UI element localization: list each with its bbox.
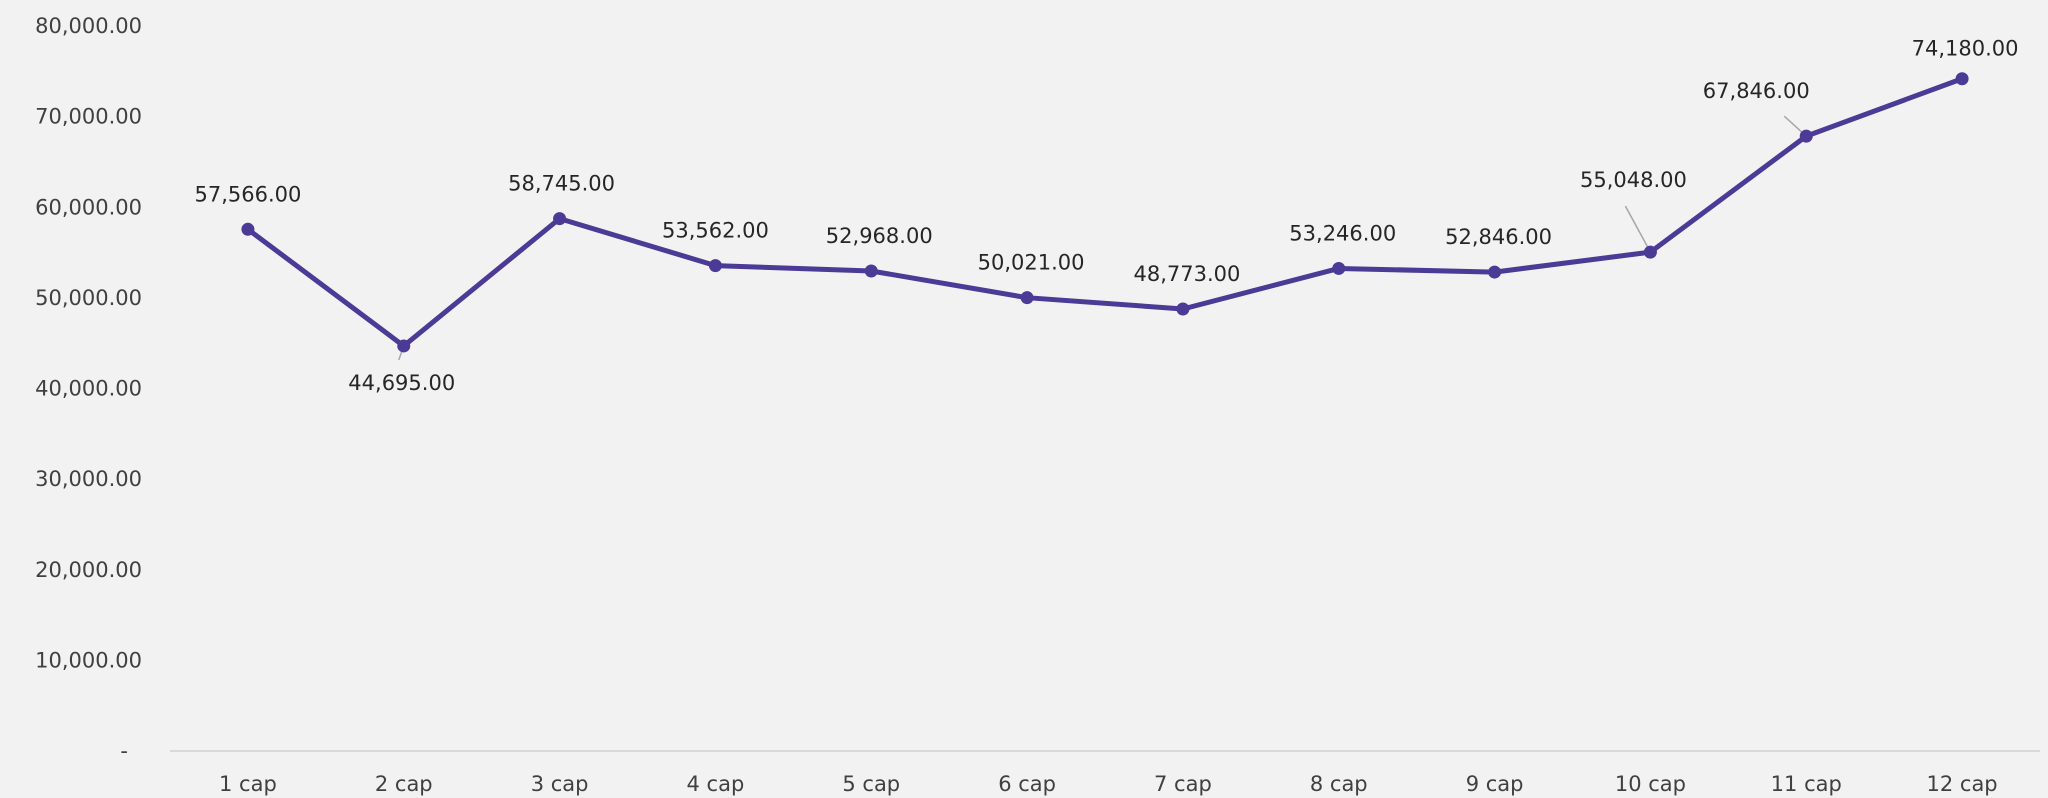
y-tick-label: 80,000.00 (35, 14, 142, 38)
x-tick-label: 1 cap (219, 772, 277, 796)
data-label-leader (1624, 205, 1652, 253)
data-point (1020, 291, 1034, 305)
data-point (1643, 245, 1657, 259)
y-tick-label: 20,000.00 (35, 558, 142, 582)
x-tick-label: 2 cap (375, 772, 433, 796)
y-tick-label: 30,000.00 (35, 467, 142, 491)
data-label: 52,846.00 (1445, 225, 1552, 249)
x-tick-label: 6 cap (998, 772, 1056, 796)
x-tick-label: 8 cap (1310, 772, 1368, 796)
y-tick-label: 60,000.00 (35, 195, 142, 219)
data-label: 57,566.00 (194, 182, 301, 206)
data-label: 52,968.00 (826, 224, 933, 248)
x-tick-label: 5 cap (842, 772, 900, 796)
data-point (397, 339, 411, 353)
x-tick-label: 7 cap (1154, 772, 1212, 796)
y-tick-label: 70,000.00 (35, 105, 142, 129)
series-line (245, 76, 1965, 349)
data-point (1955, 72, 1969, 86)
y-tick-label: - (120, 739, 128, 763)
data-label: 53,246.00 (1289, 221, 1396, 245)
data-label: 58,745.00 (508, 172, 615, 196)
x-tick-label: 12 cap (1927, 772, 1998, 796)
data-point (708, 259, 722, 273)
data-label: 55,048.00 (1580, 168, 1687, 192)
data-point (553, 212, 567, 226)
data-label: 48,773.00 (1133, 262, 1240, 286)
x-tick-label: 3 cap (531, 772, 589, 796)
x-tick-label: 11 cap (1771, 772, 1842, 796)
data-label: 50,021.00 (978, 251, 1085, 275)
data-point (1488, 265, 1502, 279)
x-tick-label: 4 cap (687, 772, 745, 796)
data-point (241, 222, 255, 236)
data-label: 44,695.00 (348, 371, 455, 395)
data-point (1799, 129, 1813, 143)
data-point (864, 264, 878, 278)
y-tick-label: 50,000.00 (35, 286, 142, 310)
data-label: 67,846.00 (1703, 79, 1810, 103)
x-tick-label: 9 cap (1466, 772, 1524, 796)
data-point (1176, 302, 1190, 316)
data-label: 53,562.00 (662, 219, 769, 243)
y-tick-label: 10,000.00 (35, 648, 142, 672)
data-label: 74,180.00 (1912, 37, 2019, 61)
y-tick-label: 40,000.00 (35, 377, 142, 401)
x-tick-label: 10 cap (1615, 772, 1686, 796)
data-point (1332, 261, 1346, 275)
